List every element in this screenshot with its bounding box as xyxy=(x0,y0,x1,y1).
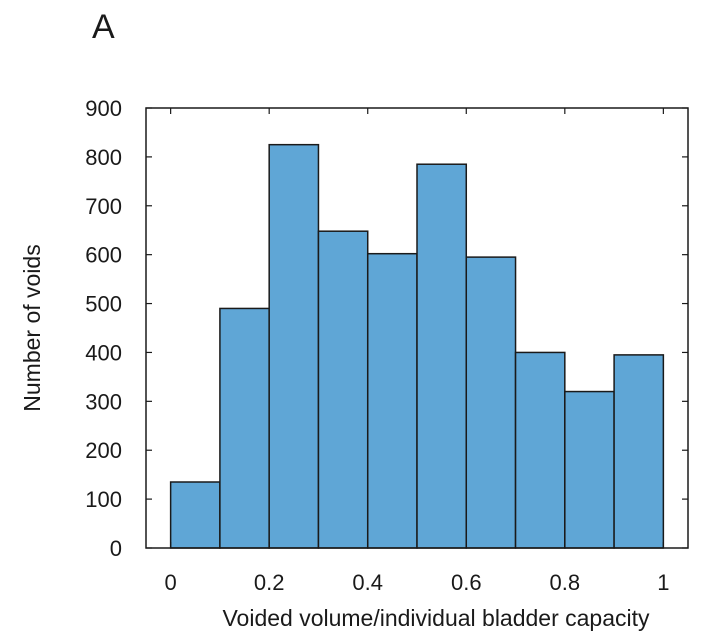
y-tick-label: 0 xyxy=(110,536,122,561)
histogram-bars xyxy=(169,143,665,549)
y-tick-label: 900 xyxy=(85,96,122,121)
histogram-bar xyxy=(564,390,615,549)
x-tick-label: 0.2 xyxy=(254,570,285,595)
plot-frame xyxy=(145,107,689,549)
y-tick-label: 800 xyxy=(85,145,122,170)
x-tick-label: 0.4 xyxy=(352,570,383,595)
y-tick-label: 200 xyxy=(85,438,122,463)
y-tick-label: 500 xyxy=(85,292,122,317)
y-axis: 0 100 200 300 400 500 600 700 800 900 xyxy=(85,96,688,561)
histogram-bar xyxy=(465,256,517,549)
y-tick-label: 600 xyxy=(85,243,122,268)
histogram-bar xyxy=(268,143,320,549)
histogram-bar xyxy=(169,481,221,549)
y-tick-label: 700 xyxy=(85,194,122,219)
histogram-bar xyxy=(416,163,468,549)
x-tick-label: 0.8 xyxy=(550,570,581,595)
panel-label: A xyxy=(92,8,115,46)
histogram-bar xyxy=(613,354,665,549)
histogram-bar xyxy=(366,252,418,549)
histogram-bar xyxy=(317,230,369,549)
y-tick-label: 400 xyxy=(85,340,122,365)
x-tick-label: 0 xyxy=(165,570,177,595)
x-axis-title: Voided volume/individual bladder capacit… xyxy=(222,605,650,631)
x-tick-label: 0.6 xyxy=(451,570,482,595)
y-axis-title: Number of voids xyxy=(19,244,45,411)
histogram-bar xyxy=(514,351,566,549)
x-axis: 0 0.2 0.4 0.6 0.8 1 xyxy=(165,108,669,595)
y-tick-label: 100 xyxy=(85,487,122,512)
histogram-bar xyxy=(219,307,270,549)
x-tick-label: 1 xyxy=(657,570,669,595)
y-tick-label: 300 xyxy=(85,389,122,414)
